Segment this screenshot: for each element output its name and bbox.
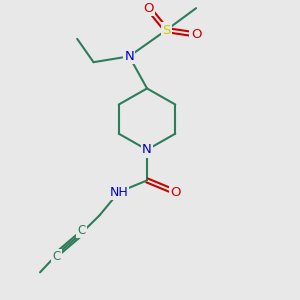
- Text: C: C: [52, 250, 61, 263]
- Text: O: O: [191, 28, 201, 41]
- Text: S: S: [162, 24, 170, 37]
- Text: O: O: [143, 2, 154, 15]
- Text: O: O: [170, 186, 181, 199]
- Text: N: N: [142, 143, 152, 156]
- Text: C: C: [77, 224, 86, 236]
- Text: N: N: [124, 50, 134, 63]
- Text: NH: NH: [110, 186, 128, 199]
